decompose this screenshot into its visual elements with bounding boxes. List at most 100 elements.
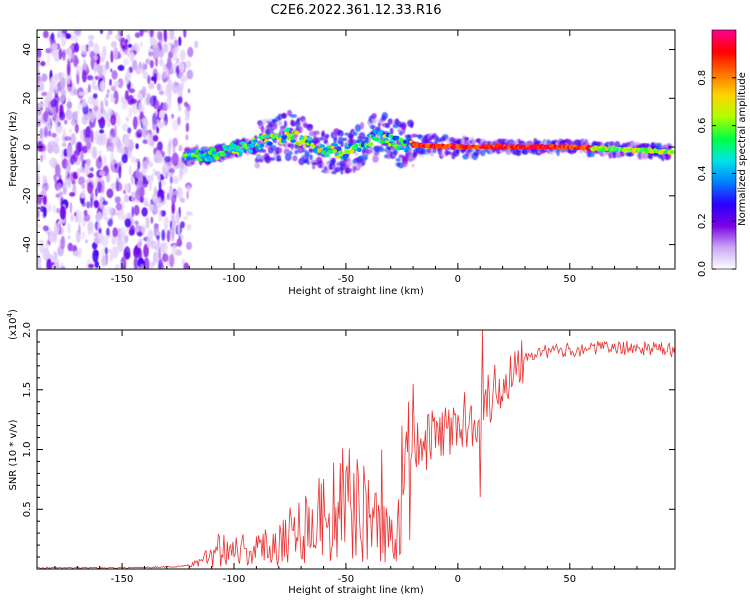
spectrogram-cell [306, 161, 310, 165]
spectrogram-cell [157, 121, 164, 129]
spectrogram-cell [123, 136, 130, 147]
spectrogram-cell [358, 132, 366, 140]
spectrogram-cell [159, 90, 165, 96]
spectrogram-cell [334, 166, 341, 173]
spectrogram-cell [177, 116, 181, 126]
spectrogram-frame [36, 29, 676, 270]
spectrogram-cell [375, 137, 380, 142]
spectrogram-y-tick-label: 40 [22, 43, 33, 56]
spectrogram-cell [670, 150, 675, 154]
spectrogram-cell [170, 114, 173, 119]
spectrogram-cell [319, 144, 325, 148]
spectrogram-cell [177, 221, 181, 236]
spectrogram-y-tick-label: -20 [22, 188, 33, 204]
spectrogram-cell [37, 223, 41, 229]
spectrogram-cell [599, 152, 606, 157]
spectrogram-cell [54, 84, 59, 95]
snr-x-tick-label: -50 [338, 574, 354, 585]
spectrogram-cell [158, 109, 165, 119]
spectrogram-cell [102, 155, 107, 167]
spectrogram-cell [77, 101, 83, 111]
spectrogram-cell [91, 146, 98, 159]
spectrogram-cell [170, 214, 176, 221]
spectrogram-cell [158, 248, 161, 261]
spectrogram-cell [347, 142, 353, 147]
spectrogram-cell [45, 143, 49, 152]
spectrogram-cell [178, 234, 181, 245]
snr-ticks: -150 -100 -50 0 50 0.5 1.0 1.5 2.0 [22, 322, 675, 585]
spectrogram-cell [321, 130, 325, 138]
spectrogram-cell [346, 160, 354, 167]
spectrogram-cell [37, 175, 40, 188]
spectrogram-cell [81, 183, 86, 189]
spectrogram-cell [137, 68, 143, 75]
spectrogram-cell [125, 116, 130, 122]
snr-y-multiplier-exponent: 4 [6, 312, 14, 317]
spectrogram-cell [134, 32, 141, 38]
spectrogram-cell [48, 129, 52, 137]
spectrogram-cell [94, 110, 102, 120]
spectrogram-cell [89, 167, 94, 172]
spectrogram-cell [359, 122, 365, 130]
spectrogram-cell [137, 241, 142, 247]
spectrogram-cell [155, 253, 159, 264]
spectrogram-cell [110, 182, 117, 191]
chart-title: C2E6.2022.361.12.33.R16 [270, 3, 441, 18]
spectrogram-cell [90, 192, 94, 202]
spectrogram-cell [335, 155, 341, 159]
spectrogram-cell [98, 170, 106, 177]
spectrogram-cell [130, 176, 135, 186]
spectrogram-cell [43, 30, 49, 39]
spectrogram-cell [62, 128, 67, 137]
spectrogram-cell [127, 53, 133, 60]
spectrogram-cell [150, 76, 155, 81]
spectrogram-cell [260, 143, 264, 148]
spectrogram-cell [106, 107, 113, 116]
spectrogram-cell [81, 101, 88, 108]
spectrogram-cell [187, 46, 194, 58]
spectrogram-cell [209, 147, 216, 152]
spectrogram-x-tick-label: 0 [455, 274, 461, 285]
spectrogram-cell [471, 138, 476, 147]
spectrogram-cell [121, 153, 128, 164]
spectrogram-cell [99, 30, 104, 35]
spectrogram-cell [285, 127, 290, 133]
spectrogram-cell [395, 157, 401, 162]
spectrogram-chart: -150 -100 -50 0 50 -40 -20 0 20 40 Height of stra… [8, 29, 676, 297]
spectrogram-cell [124, 246, 131, 259]
spectrogram-cell [416, 134, 424, 138]
spectrogram-cell [133, 256, 138, 269]
spectrogram-cell [93, 54, 99, 61]
spectrogram-cell [106, 146, 113, 152]
spectrogram-cell [207, 150, 214, 156]
spectrogram-cell [76, 210, 83, 224]
spectrogram-cell [203, 149, 209, 153]
spectrogram-cell [78, 91, 85, 97]
spectrogram-cell [141, 168, 147, 174]
spectrogram-cell [37, 141, 43, 152]
spectrogram-cell [319, 136, 325, 141]
spectrogram-cell [159, 58, 164, 67]
spectrogram-cell [152, 168, 156, 177]
spectrogram-cell [138, 172, 143, 186]
spectrogram-cell [59, 262, 65, 269]
spectrogram-cell [357, 147, 362, 153]
spectrogram-cell [132, 116, 138, 130]
spectrogram-cell [57, 32, 62, 38]
spectrogram-cell [43, 207, 47, 218]
spectrogram-cell [356, 139, 361, 144]
spectrogram-cell [37, 208, 40, 220]
spectrogram-cell [286, 109, 293, 117]
spectrogram-cell [177, 83, 184, 93]
spectrogram-cell [115, 263, 120, 269]
spectrogram-cell [152, 135, 159, 142]
spectrogram-cell [115, 182, 123, 192]
spectrogram-cell [403, 156, 410, 162]
spectrogram-cell [321, 162, 325, 170]
spectrogram-cell [53, 204, 56, 214]
spectrogram-cell [70, 133, 76, 146]
spectrogram-cell [184, 108, 190, 116]
spectrogram-cell [297, 117, 301, 122]
spectrogram-cell [105, 99, 109, 108]
spectrogram-cell [283, 148, 290, 156]
